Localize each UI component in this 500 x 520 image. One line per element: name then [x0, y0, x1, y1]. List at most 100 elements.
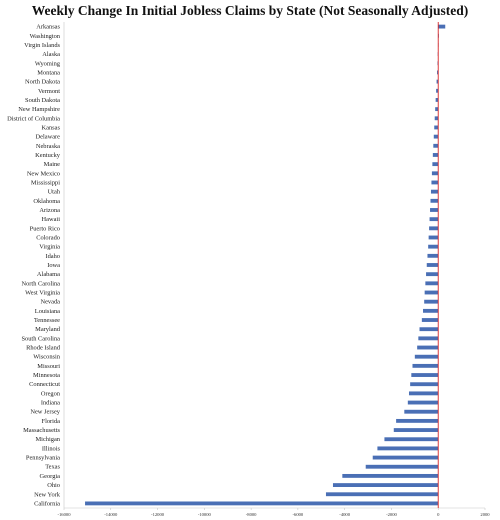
bar-kentucky: [432, 153, 439, 157]
category-label-oklahoma: Oklahoma: [33, 198, 60, 205]
bar-maryland: [419, 327, 439, 332]
bar-vermont: [436, 88, 439, 93]
bar-nebraska: [433, 143, 439, 148]
category-labels: Arkansas Washington Virgin Islands Alaska Wy…: [7, 24, 61, 508]
category-label-hawaii: Hawaii: [42, 216, 61, 223]
category-label-puerto-rico: Puerto Rico: [30, 225, 60, 232]
category-label-wisconsin: Wisconsin: [33, 354, 61, 361]
category-label-nevada: Nevada: [40, 299, 60, 306]
bar-new-jersey: [404, 409, 439, 414]
category-label-washington: Washington: [30, 33, 61, 40]
x-tick-label: -8000: [246, 512, 257, 517]
category-label-illinois: Illinois: [42, 445, 61, 452]
category-label-michigan: Michigan: [36, 436, 61, 443]
bar-kansas: [434, 125, 439, 130]
bar-minnesota: [411, 373, 439, 377]
category-label-oregon: Oregon: [41, 390, 61, 397]
bar-arizona: [430, 208, 439, 212]
category-label-new-york: New York: [34, 491, 61, 498]
bar-louisiana: [423, 308, 439, 313]
bar-ohio: [332, 483, 439, 487]
x-tick-label: -10000: [198, 512, 212, 517]
bar-iowa: [426, 263, 439, 267]
bar-district-of-columbia: [434, 116, 439, 121]
bar-new-york: [325, 492, 439, 497]
x-tick-label: -14000: [104, 512, 118, 517]
bar-puerto-rico: [429, 226, 439, 231]
category-label-south-dakota: South Dakota: [25, 97, 60, 104]
category-label-kentucky: Kentucky: [35, 152, 61, 159]
category-label-pennsylvania: Pennsylvania: [26, 455, 60, 462]
bar-north-carolina: [425, 281, 439, 286]
category-label-wyoming: Wyoming: [35, 60, 61, 67]
category-label-north-carolina: North Carolina: [21, 280, 60, 287]
category-label-district-of-columbia: District of Columbia: [7, 115, 60, 122]
bar-new-hampshire: [435, 107, 439, 112]
bar-missouri: [412, 363, 439, 368]
bar-montana: [437, 70, 439, 75]
category-label-texas: Texas: [45, 464, 60, 471]
category-label-massachusetts: Massachusetts: [23, 427, 60, 434]
category-label-maryland: Maryland: [35, 326, 61, 333]
category-label-louisiana: Louisiana: [35, 308, 60, 315]
x-tick-label: -4000: [339, 512, 350, 517]
bar-alabama: [426, 272, 439, 277]
category-label-nebraska: Nebraska: [36, 143, 60, 150]
bar-oregon: [408, 391, 439, 396]
bar-arkansas: [438, 24, 446, 29]
bar-pennsylvania: [372, 455, 439, 460]
x-tick-label: 0: [437, 512, 440, 517]
bar-hawaii: [429, 217, 439, 222]
category-label-arkansas: Arkansas: [36, 24, 60, 31]
category-label-maine: Maine: [44, 161, 60, 168]
category-label-tennessee: Tennessee: [34, 317, 60, 324]
x-tick-label: -12000: [151, 512, 165, 517]
bar-delaware: [433, 134, 439, 139]
category-label-new-hampshire: New Hampshire: [18, 106, 60, 113]
category-label-arizona: Arizona: [39, 207, 60, 214]
x-tick-label: -16000: [57, 512, 71, 517]
plot-frame: [63, 22, 485, 509]
chart-title: Weekly Change In Initial Jobless Claims …: [31, 3, 469, 18]
bar-california: [85, 501, 439, 506]
x-tick-label: 2000: [480, 512, 490, 517]
category-label-alabama: Alabama: [37, 271, 60, 278]
category-label-virgin-islands: Virgin Islands: [24, 42, 60, 49]
bar-oklahoma: [430, 198, 439, 203]
category-label-iowa: Iowa: [47, 262, 60, 269]
category-label-florida: Florida: [42, 418, 61, 425]
category-label-virginia: Virginia: [39, 244, 60, 251]
category-label-montana: Montana: [37, 69, 60, 76]
category-label-kansas: Kansas: [42, 124, 61, 131]
bar-michigan: [384, 437, 439, 442]
bar-georgia: [342, 473, 439, 478]
bar-west-virginia: [424, 290, 439, 295]
category-label-alaska: Alaska: [42, 51, 60, 58]
bar-florida: [396, 418, 439, 423]
category-label-north-dakota: North Dakota: [25, 79, 60, 86]
category-label-mississippi: Mississippi: [31, 179, 60, 186]
category-label-new-jersey: New Jersey: [30, 409, 60, 416]
bar-utah: [430, 189, 439, 194]
bar-colorado: [428, 235, 439, 240]
bar-connecticut: [410, 382, 439, 387]
category-label-georgia: Georgia: [40, 473, 61, 480]
bar-idaho: [427, 253, 439, 258]
category-label-california: California: [34, 500, 60, 507]
bar-indiana: [407, 400, 439, 405]
x-tick-label: -6000: [293, 512, 304, 517]
category-label-vermont: Vermont: [38, 88, 60, 95]
category-label-colorado: Colorado: [36, 234, 60, 241]
category-label-new-mexico: New Mexico: [27, 170, 60, 177]
bar-south-dakota: [435, 98, 439, 102]
bar-texas: [365, 464, 439, 469]
category-label-missouri: Missouri: [37, 363, 60, 370]
category-label-idaho: Idaho: [45, 253, 60, 260]
category-label-minnesota: Minnesota: [33, 372, 60, 379]
bar-north-dakota: [436, 79, 439, 84]
x-tick-labels: -16000 -14000 -12000 -10000 -8000 -6000 -4000 -…: [57, 508, 490, 517]
x-tick-label: -2000: [386, 512, 397, 517]
bar-virginia: [428, 244, 439, 249]
bar-illinois: [377, 446, 439, 451]
